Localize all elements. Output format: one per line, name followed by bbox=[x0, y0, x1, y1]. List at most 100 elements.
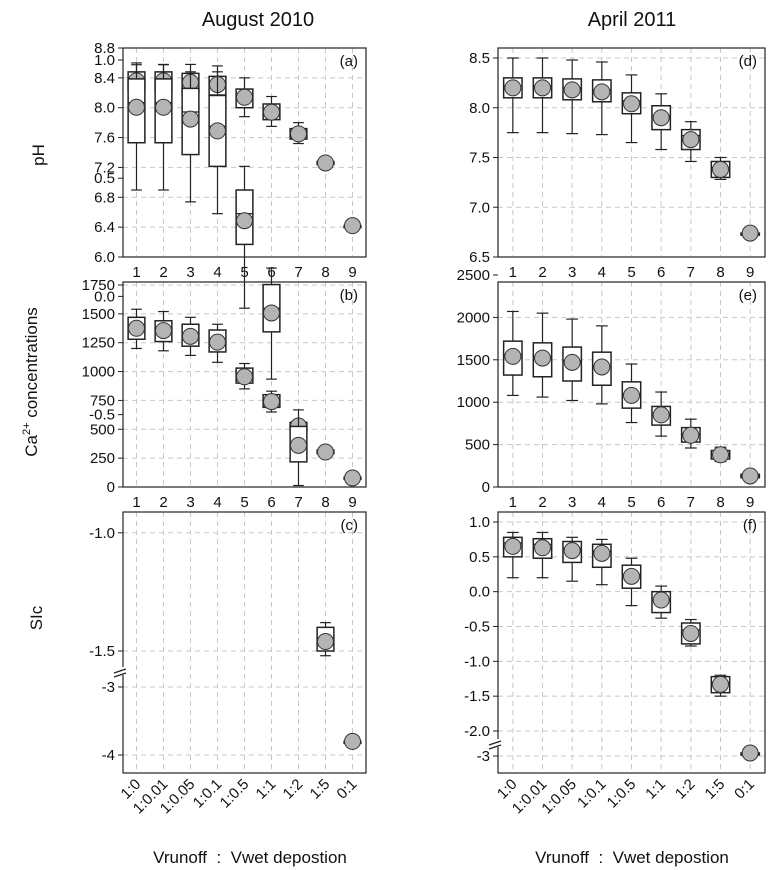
panel-d: 6.5 7.0 7.5 8.0 8.5 (d) 1 2 3 4 5 6 7 8 9 bbox=[469, 47, 766, 281]
mean-marker bbox=[623, 386, 640, 404]
y-tick-label: 2500 bbox=[457, 267, 490, 284]
mean-marker bbox=[504, 79, 522, 97]
box-item bbox=[127, 64, 146, 191]
panel-label: (f) bbox=[743, 517, 757, 534]
x-tick-label: 9 bbox=[348, 264, 356, 281]
y-tick-label: 250 bbox=[90, 450, 115, 467]
x-tick-label: 1:0.05 bbox=[538, 776, 580, 818]
x-tick-label: 9 bbox=[348, 494, 356, 511]
x-tick-label: 5 bbox=[627, 494, 635, 511]
x-tick-label: 1 bbox=[132, 264, 140, 281]
xlabel-right: Vrunoff : Vwet depostion bbox=[535, 848, 729, 867]
mean-marker bbox=[317, 633, 334, 651]
y-tick-label: -4 bbox=[102, 747, 115, 764]
mean-marker bbox=[155, 98, 172, 116]
box-item bbox=[343, 732, 362, 750]
mean-marker bbox=[534, 349, 551, 367]
x-tick-label: 8 bbox=[321, 494, 329, 511]
x-tick-label: 2 bbox=[538, 494, 546, 511]
box-item bbox=[502, 531, 523, 579]
x-tick-label: 4 bbox=[213, 264, 221, 281]
mean-marker bbox=[263, 304, 280, 322]
mean-marker bbox=[344, 217, 361, 235]
x-tick-label: 4 bbox=[598, 494, 606, 511]
box-item bbox=[316, 154, 335, 172]
y-tick-label: -3 bbox=[477, 748, 490, 765]
x-tick-label: 8 bbox=[716, 494, 724, 511]
box-item bbox=[710, 446, 731, 464]
axis-break-mark bbox=[488, 740, 502, 746]
x-tick-label: 1:5 bbox=[307, 776, 334, 803]
mean-marker bbox=[290, 125, 307, 143]
mean-marker bbox=[155, 322, 172, 340]
y-tick-label: 6.0 bbox=[94, 249, 115, 266]
x-tick-label: 1:2 bbox=[672, 776, 699, 803]
column-title-apr: April 2011 bbox=[588, 9, 677, 31]
mean-marker bbox=[317, 443, 334, 461]
x-tick-label: 6 bbox=[657, 264, 665, 281]
x-tick-label: 1:1 bbox=[642, 776, 669, 803]
mean-marker bbox=[741, 744, 759, 762]
svg-text:SIc: SIc bbox=[27, 605, 46, 630]
y-tick-label: 8.0 bbox=[469, 100, 490, 117]
box-item bbox=[343, 469, 362, 487]
x-tick-label: 1 bbox=[132, 494, 140, 511]
y-tick-label: 6.4 bbox=[94, 219, 115, 236]
mean-marker bbox=[712, 675, 729, 693]
y-tick-label: -1.0 bbox=[464, 653, 490, 670]
xlabel-left: Vrunoff : Vwet depostion bbox=[153, 848, 347, 867]
box-item bbox=[181, 71, 200, 203]
panel-label: (c) bbox=[341, 517, 359, 534]
ylabel-ph: pH bbox=[29, 144, 48, 166]
x-tick-label: 6 bbox=[657, 494, 665, 511]
y-tick-label: 6.8 bbox=[94, 189, 115, 206]
y-tick-label: 7.0 bbox=[469, 199, 490, 216]
mean-marker bbox=[236, 88, 253, 106]
x-tick-label: 2 bbox=[159, 264, 167, 281]
x-tick-label: 8 bbox=[716, 264, 724, 281]
y-tick-label: 7.6 bbox=[94, 130, 115, 147]
mean-marker bbox=[534, 79, 551, 97]
mean-marker bbox=[682, 426, 700, 444]
y-tick-label: 0 bbox=[482, 479, 490, 496]
plot-frame bbox=[497, 281, 766, 488]
mean-marker bbox=[534, 539, 551, 557]
x-tick-label: 1:0.1 bbox=[574, 776, 610, 812]
mean-marker bbox=[504, 347, 522, 365]
box-item bbox=[591, 325, 612, 405]
y-tick-label: 1750 bbox=[82, 277, 115, 294]
y-tick-label: 8.0 bbox=[94, 100, 115, 117]
box-item bbox=[651, 585, 672, 619]
mean-marker bbox=[182, 327, 199, 345]
panel-label: (a) bbox=[340, 53, 358, 70]
y-tick-label: 1000 bbox=[457, 394, 490, 411]
y-tick-label: 0.5 bbox=[469, 549, 490, 566]
mean-marker bbox=[263, 393, 280, 411]
y-tick-label: -1.0 bbox=[89, 525, 115, 542]
box-item bbox=[562, 59, 583, 135]
box-item bbox=[710, 156, 731, 180]
y-tick-label: -0.5 bbox=[89, 407, 115, 424]
box-item bbox=[680, 121, 701, 163]
x-tick-label: 8 bbox=[321, 264, 329, 281]
panel-label: (b) bbox=[340, 287, 358, 304]
box-item bbox=[621, 363, 642, 424]
x-tick-label: 2 bbox=[538, 264, 546, 281]
box-item bbox=[154, 310, 173, 352]
column-title-aug: August 2010 bbox=[202, 9, 314, 31]
x-tick-label: 3 bbox=[186, 494, 194, 511]
mean-marker bbox=[593, 358, 611, 376]
y-tick-label: 500 bbox=[465, 437, 490, 454]
box-item bbox=[316, 622, 335, 657]
x-tick-label: 5 bbox=[627, 264, 635, 281]
svg-text:Ca2+ concentrations: Ca2+ concentrations bbox=[21, 307, 41, 457]
box-item bbox=[316, 443, 335, 461]
box-item bbox=[680, 618, 701, 647]
y-tick-label: 8.5 bbox=[469, 50, 490, 67]
y-tick-label: 7.2 bbox=[94, 159, 115, 176]
box-item bbox=[740, 744, 761, 762]
mean-marker bbox=[741, 224, 759, 242]
x-tick-label: 7 bbox=[294, 494, 302, 511]
y-tick-label: 1.0 bbox=[94, 52, 115, 69]
